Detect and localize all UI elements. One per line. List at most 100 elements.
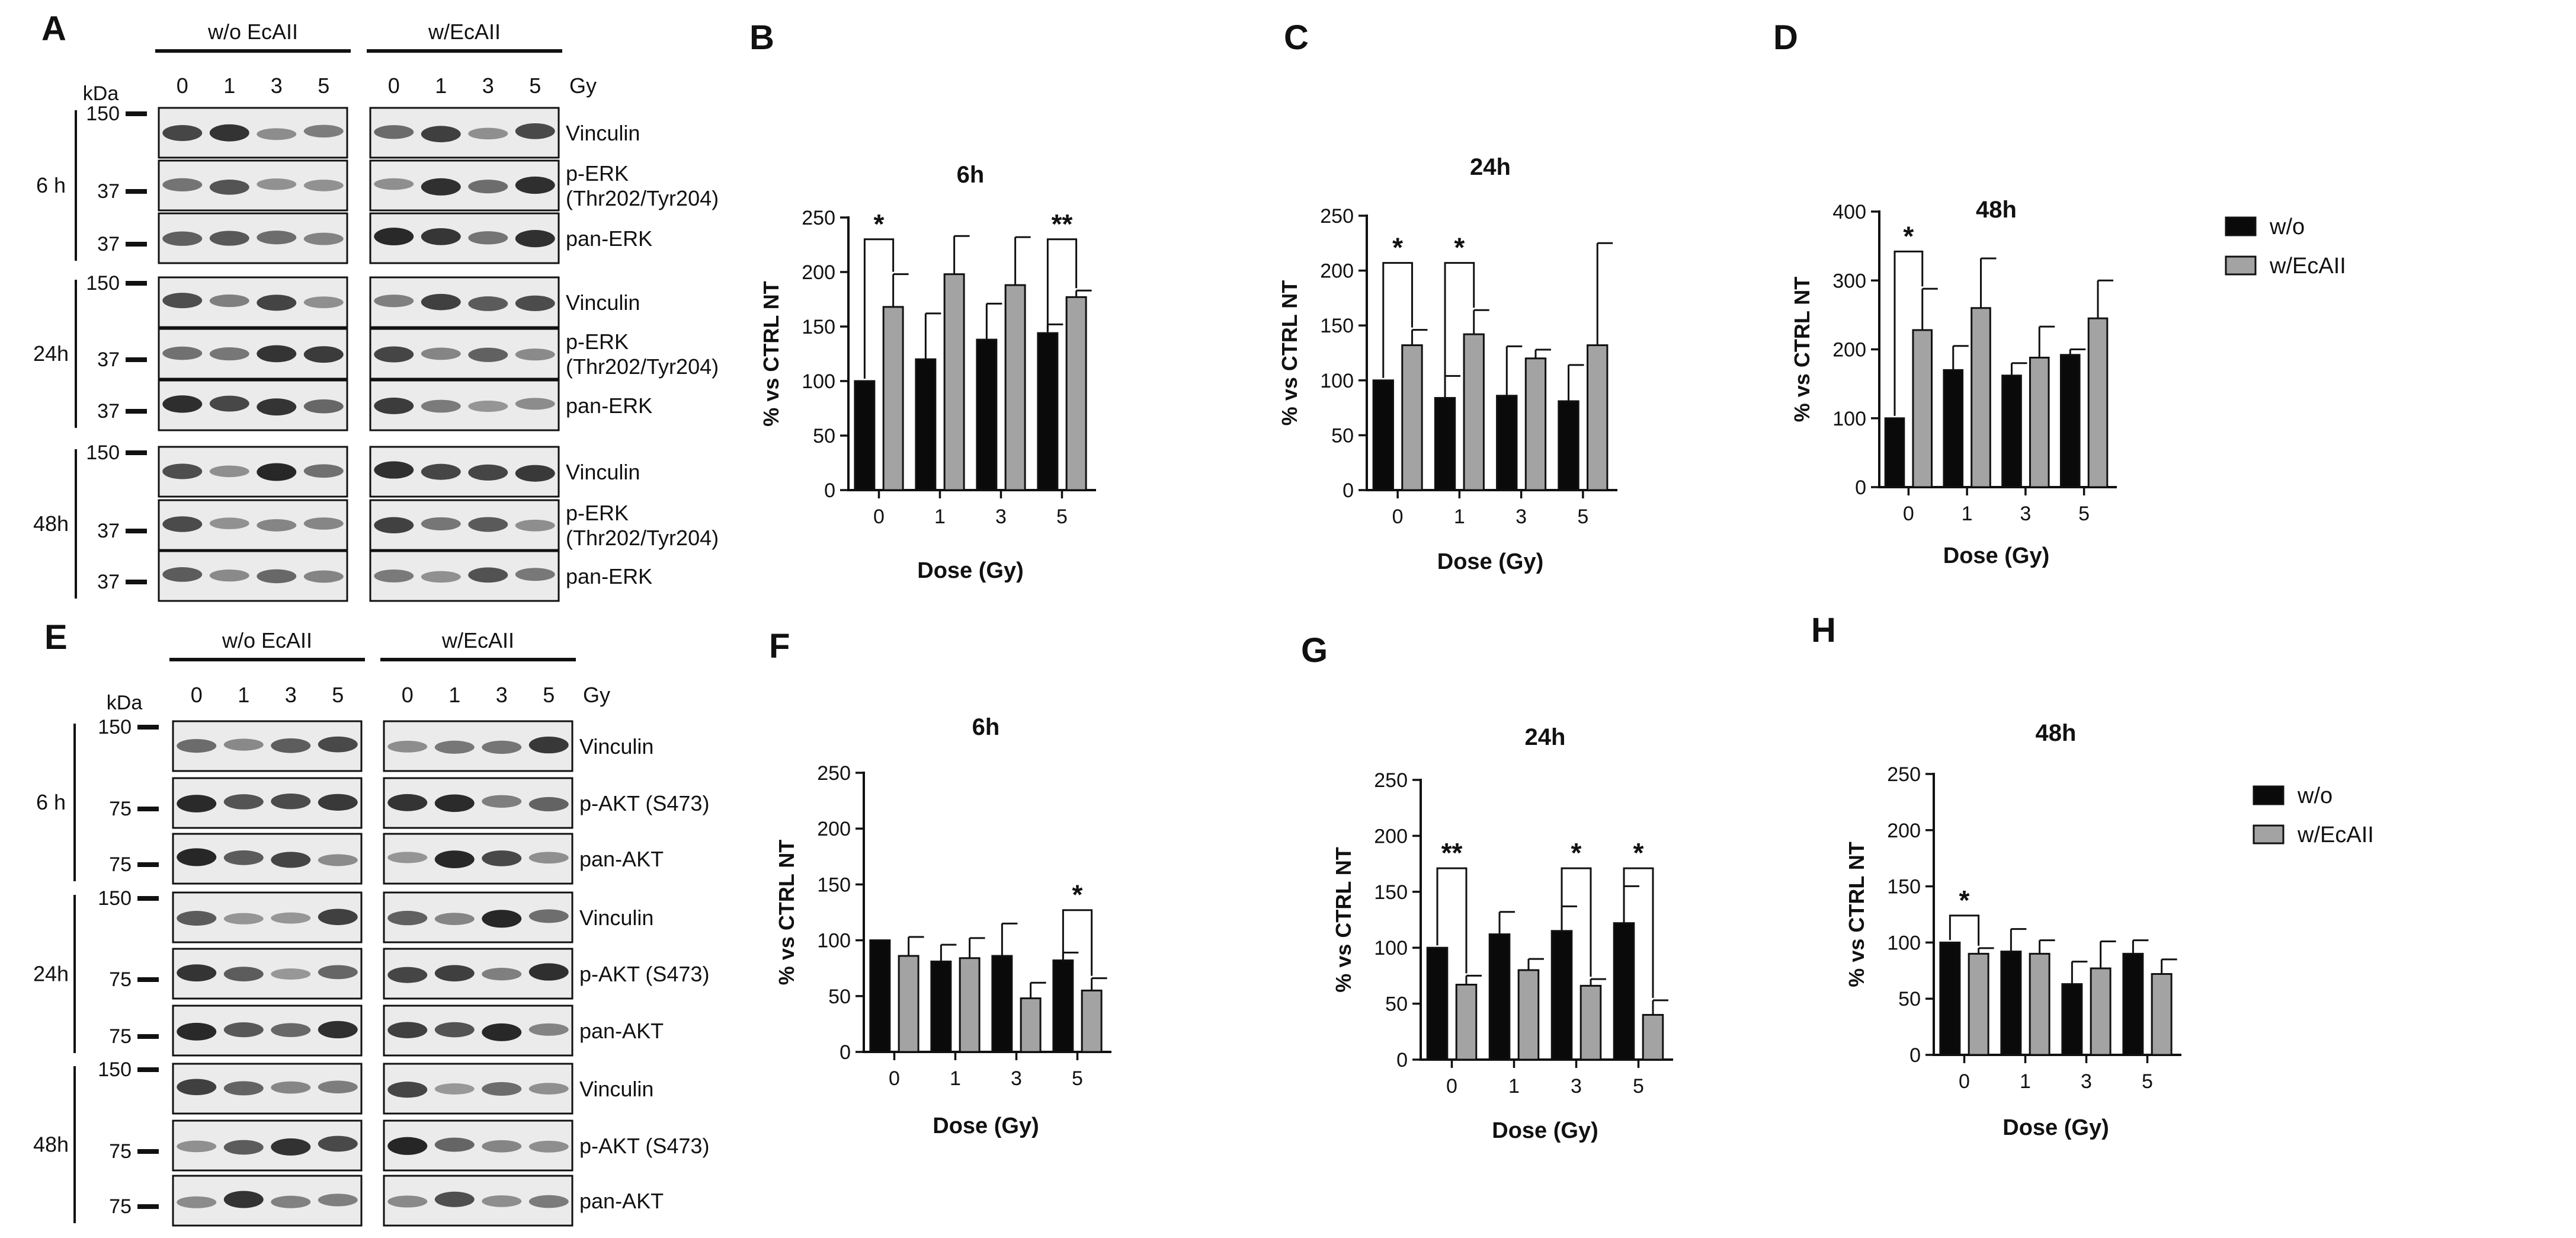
- y-tick-label: 0: [1396, 1049, 1408, 1071]
- x-axis-label: Dose (Gy): [2003, 1115, 2109, 1140]
- erk-blot-band: [209, 231, 249, 246]
- akt-blot-band: [177, 1140, 217, 1153]
- bar-with-ecaii-dose-3: [2029, 356, 2050, 488]
- y-tick-label: 50: [1385, 993, 1408, 1016]
- akt-blot-band: [387, 1082, 428, 1098]
- akt-blot-band: [223, 738, 264, 751]
- akt-band-label: p-AKT (S473): [579, 962, 709, 986]
- x-tick-label: 0: [873, 506, 885, 528]
- erk-blot-band: [162, 178, 203, 191]
- erk-blot-band: [209, 517, 249, 529]
- bar-with-ecaii-dose-0: [1968, 952, 1989, 1056]
- y-tick-label: 0: [1343, 479, 1354, 502]
- akt-band-label: p-AKT (S473): [579, 1134, 709, 1158]
- bar-without-dose-0: [854, 380, 876, 491]
- erk-dose-label-without-0: 0: [177, 73, 188, 98]
- erk-blot-box: [369, 446, 560, 498]
- erk-blot-band: [515, 348, 555, 361]
- akt-blot-band: [318, 1194, 358, 1207]
- akt-blot-band: [271, 1138, 311, 1156]
- akt-blot-band: [482, 1140, 522, 1153]
- akt-blot-band: [482, 795, 522, 808]
- akt-blot-band: [318, 736, 358, 753]
- akt-blot-band: [177, 964, 217, 982]
- erk-blot-box: [158, 550, 348, 602]
- panel-letter-a: A: [41, 9, 66, 48]
- y-tick-label: 200: [817, 818, 851, 840]
- y-tick-label: 0: [824, 479, 835, 502]
- erk-dose-label-with-5: 5: [529, 73, 541, 98]
- y-tick-label: 0: [1855, 476, 1866, 499]
- erk-group-label-with: w/EcAII: [428, 20, 501, 44]
- x-tick-label: 0: [1959, 1070, 1970, 1093]
- erk-blot-band: [421, 463, 461, 480]
- akt-dose-label-with-5: 5: [543, 683, 555, 707]
- akt-blot-band: [528, 1083, 569, 1095]
- akt-kda-marker: 75: [109, 968, 132, 991]
- bar-without-dose-0: [1884, 417, 1905, 488]
- akt-blot-band: [482, 850, 522, 866]
- bar-without-dose-5: [1052, 959, 1074, 1053]
- erk-dose-label-with-3: 3: [482, 73, 494, 98]
- x-tick-label: 5: [1072, 1067, 1083, 1090]
- erk-kda-marker: 150: [86, 442, 120, 464]
- panel-letter-g: G: [1301, 631, 1328, 670]
- x-tick-label: 3: [995, 506, 1007, 528]
- y-tick-label: 100: [802, 370, 835, 393]
- chart-c: 24h 0 50 100 150 200 250 % vs CTRL NT 0 1 3 5 Dose (…: [1277, 154, 1617, 574]
- erk-blot-band: [421, 517, 461, 530]
- erk-kda-marker: 37: [97, 400, 120, 423]
- erk-blot-band: [421, 293, 461, 311]
- erk-time-label: 6 h: [36, 173, 66, 197]
- bar-without-dose-3: [2061, 983, 2083, 1056]
- erk-blot-band: [162, 516, 203, 532]
- akt-blot-band: [318, 965, 358, 980]
- erk-blot-band: [374, 569, 414, 583]
- chart-title: 48h: [2036, 720, 2077, 746]
- bar-without-dose-0: [1939, 941, 1961, 1056]
- akt-kda-marker: 75: [109, 1195, 132, 1218]
- erk-blot-band: [421, 126, 461, 143]
- akt-blot-band: [318, 1135, 358, 1152]
- akt-blot-band: [177, 739, 217, 753]
- akt-blot-band: [387, 910, 428, 926]
- y-tick-label: 150: [1887, 876, 1921, 898]
- erk-blot-band: [303, 180, 344, 191]
- akt-blot-band: [387, 1195, 428, 1208]
- bar-without-dose-5: [1037, 332, 1059, 491]
- akt-blot-box: [172, 948, 363, 1000]
- akt-blot-band: [223, 1022, 264, 1038]
- akt-blot-box: [383, 833, 573, 885]
- significance-bracket: [1046, 238, 1078, 331]
- chart-title: 48h: [1976, 197, 2017, 223]
- erk-blot-box: [369, 276, 560, 328]
- akt-time-label: 6 h: [36, 790, 66, 814]
- erk-blot-box: [369, 107, 560, 159]
- akt-blot-band: [528, 796, 569, 812]
- akt-blot-band: [271, 968, 311, 980]
- akt-blot-band: [434, 850, 475, 869]
- erk-blot-band: [468, 400, 508, 412]
- erk-blot-band: [421, 347, 461, 360]
- akt-time-label: 48h: [33, 1133, 69, 1157]
- erk-blot-band: [515, 519, 555, 532]
- erk-blot-box: [158, 212, 348, 264]
- erk-blot-band: [515, 295, 555, 312]
- x-tick-label: 3: [2081, 1070, 2092, 1093]
- akt-kda-marker: 75: [109, 798, 132, 820]
- akt-blot-band: [387, 1137, 428, 1155]
- erk-blot-band: [303, 232, 344, 245]
- erk-band-label: p-ERK: [566, 161, 629, 185]
- akt-blot-band: [434, 1137, 475, 1152]
- erk-blot-box: [369, 159, 560, 212]
- bar-with-ecaii-dose-3: [1004, 284, 1026, 491]
- erk-blot-band: [374, 346, 414, 363]
- akt-band-label: Vinculin: [579, 1077, 653, 1101]
- chart-d: 48h 0 100 200 300 400 % vs CTRL NT 0 1 3 5 Dose (Gy…: [1790, 197, 2117, 568]
- significance-bracket: [1623, 867, 1654, 998]
- erk-dose-label-without-5: 5: [318, 73, 329, 98]
- y-tick-label: 150: [802, 316, 835, 338]
- erk-kda-marker: 37: [97, 348, 120, 371]
- erk-blot-box: [158, 499, 348, 551]
- y-tick-label: 150: [817, 874, 851, 896]
